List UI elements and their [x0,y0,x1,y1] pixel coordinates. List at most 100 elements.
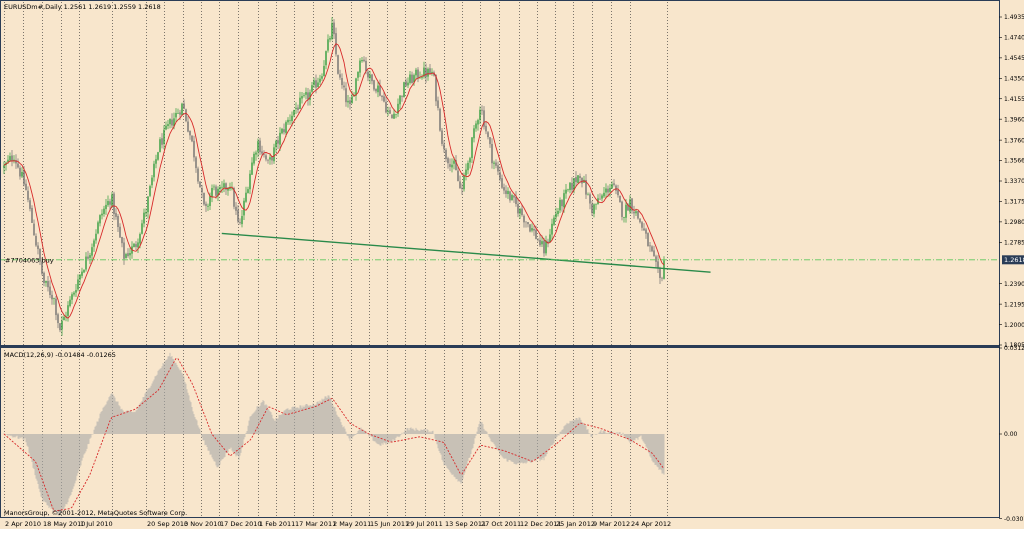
candle-body [189,130,191,136]
candle-body [445,149,447,159]
candle-body [23,171,25,185]
candle-body [577,175,579,183]
candle-body [393,113,395,119]
candle-body [503,187,505,191]
candle-body [245,192,247,202]
x-tick-label: 2 May 2011 [333,520,371,528]
candle-body [357,71,359,78]
candle-body [83,269,85,273]
candle-body [563,193,565,208]
candle-body [355,78,357,96]
candle-body [161,138,163,145]
candle-body [439,108,441,131]
candle-body [561,200,563,207]
candle-body [283,129,285,133]
candle-body [415,69,417,76]
candle-body [221,186,223,188]
y-tick-label: 1.3566 [1004,158,1024,165]
candle-body [313,80,315,85]
candle-body [17,163,19,168]
candle-body [615,185,617,191]
candle-body [501,178,503,188]
candle-body [575,177,577,183]
candle-body [255,152,257,155]
candle-body [121,236,123,244]
candle-body [257,141,259,152]
candle-body [435,74,437,102]
candle-body [485,125,487,132]
candle-body [367,71,369,78]
candle-body [55,298,57,316]
candle-body [275,141,277,148]
support-trendline[interactable] [221,232,711,273]
candle-body [639,218,641,223]
candle-body [631,198,633,211]
candle-body [63,317,65,321]
candle-body [187,121,189,132]
candle-body [127,253,129,257]
candle-body [309,92,311,100]
candle-body [635,211,637,214]
candle-body [411,74,413,84]
candle-body [471,137,473,158]
candle-body [633,211,635,214]
indicator-lines [1,43,999,512]
candle-body [197,168,199,182]
moving-average-line [3,43,665,319]
x-tick-label: 3 Nov 2010 [184,520,222,528]
candle-body [43,272,45,283]
candle-body [657,261,659,269]
candle-body [145,212,147,214]
candle-body [347,100,349,103]
candle-body [79,274,81,280]
candle-body [449,164,451,167]
candle-body [315,80,317,88]
candle-body [663,260,665,279]
candle-body [649,245,651,247]
candle-body [403,82,405,98]
candle-body [71,294,73,300]
candle-body [159,139,161,153]
panel-separator [0,345,1000,347]
candle-body [421,77,423,78]
candle-body [451,164,453,168]
candle-body [619,195,621,203]
current-price-label: 1.2618 [1004,256,1024,264]
candle-body [351,96,353,104]
candle-body [227,187,229,191]
candle-body [595,203,597,205]
y-tick-label: 1.4935 [1004,14,1024,21]
candle-body [375,88,377,92]
candle-body [35,235,37,246]
candle-body [571,182,573,190]
candle-body [91,247,93,256]
candle-body [165,125,167,130]
candle-body [113,193,115,215]
candle-body [573,178,575,191]
candle-body [629,199,631,212]
candle-body [585,180,587,195]
candle-body [137,242,139,248]
candle-body [371,74,373,82]
candle-body [163,129,165,145]
candle-body [41,261,43,274]
candle-body [461,187,463,189]
candle-body [319,78,321,83]
macd-signal-line [3,358,665,512]
candle-body [73,292,75,295]
candle-body [93,240,95,247]
candle-body [647,233,649,247]
candle-body [511,195,513,201]
candle-body [67,305,69,316]
order-label[interactable]: #7704063 buy [5,256,54,264]
candle-body [211,188,213,197]
candle-body [133,243,135,247]
candle-body [199,181,201,188]
candle-body [77,279,79,290]
candle-body [637,211,639,219]
candle-body [253,153,255,164]
candle-body [529,224,531,232]
candle-body [103,208,105,214]
candle-body [521,208,523,216]
